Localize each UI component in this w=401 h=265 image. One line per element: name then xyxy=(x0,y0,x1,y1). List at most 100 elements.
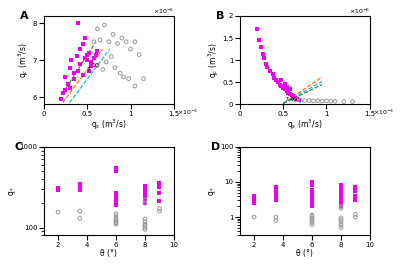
Point xyxy=(273,188,279,192)
Point xyxy=(142,222,148,226)
Point xyxy=(323,99,330,103)
Text: $\times10^{-3}$: $\times10^{-3}$ xyxy=(373,108,394,117)
Point xyxy=(269,72,276,77)
Point xyxy=(349,99,356,104)
Point xyxy=(142,185,148,189)
Point xyxy=(273,198,279,202)
Point xyxy=(58,97,64,101)
Point xyxy=(113,222,119,226)
Point xyxy=(156,191,163,196)
Point xyxy=(156,209,163,213)
Point xyxy=(94,27,101,31)
Point xyxy=(113,203,119,207)
Point xyxy=(293,98,299,102)
Point xyxy=(136,52,142,57)
Point xyxy=(82,36,89,40)
Text: B: B xyxy=(216,11,225,21)
Point xyxy=(75,69,81,73)
Point xyxy=(251,194,257,198)
Point xyxy=(84,58,90,62)
Text: $\times10^{-6}$: $\times10^{-6}$ xyxy=(348,7,370,16)
Point xyxy=(315,99,321,103)
Point xyxy=(113,196,119,201)
Point xyxy=(338,204,344,209)
Point xyxy=(79,73,86,77)
Point xyxy=(273,194,279,198)
Point xyxy=(302,98,308,103)
Point xyxy=(119,36,125,40)
Point xyxy=(142,193,148,197)
Point xyxy=(273,191,279,195)
X-axis label: q$_s$ (m$^3$/s): q$_s$ (m$^3$/s) xyxy=(91,118,126,132)
Point xyxy=(142,201,148,205)
Point xyxy=(341,99,347,104)
Y-axis label: q$_c$ (m$^3$/s): q$_c$ (m$^3$/s) xyxy=(17,42,31,78)
Point xyxy=(77,182,83,186)
Point xyxy=(251,201,257,205)
Point xyxy=(309,213,315,217)
Text: $\times10^{-3}$: $\times10^{-3}$ xyxy=(176,108,198,117)
Point xyxy=(108,54,115,59)
Point xyxy=(55,188,61,192)
Point xyxy=(156,180,163,185)
Point xyxy=(77,183,83,187)
Point xyxy=(67,86,73,90)
Point xyxy=(338,206,344,210)
Point xyxy=(338,190,344,194)
Point xyxy=(77,186,83,190)
Point xyxy=(338,219,344,224)
Point xyxy=(352,212,358,217)
Point xyxy=(273,185,279,189)
Point xyxy=(309,204,315,209)
Text: D: D xyxy=(211,142,220,152)
Point xyxy=(260,51,266,56)
Point xyxy=(292,96,298,100)
Point xyxy=(352,194,358,198)
Point xyxy=(103,60,109,64)
Point xyxy=(77,188,83,192)
Point xyxy=(111,65,118,70)
Point xyxy=(114,41,121,46)
Point xyxy=(309,223,315,227)
Point xyxy=(352,189,358,193)
Point xyxy=(113,220,119,225)
Point xyxy=(93,52,99,57)
Point xyxy=(126,77,132,81)
Point xyxy=(332,99,338,103)
Point xyxy=(77,216,83,220)
Point xyxy=(285,90,292,95)
Point xyxy=(294,96,300,101)
Point xyxy=(338,217,344,222)
Text: A: A xyxy=(20,11,29,21)
Point xyxy=(55,186,61,190)
Point xyxy=(59,91,66,95)
Point xyxy=(254,27,260,31)
Point xyxy=(273,218,279,223)
Point xyxy=(328,99,334,103)
Point xyxy=(127,47,134,51)
Point xyxy=(338,204,344,209)
Point xyxy=(132,84,138,88)
Point xyxy=(85,51,92,55)
Point xyxy=(309,183,315,187)
Point xyxy=(68,58,75,62)
Point xyxy=(55,210,61,214)
Point xyxy=(113,201,119,205)
Point xyxy=(310,99,317,103)
Point xyxy=(309,217,315,222)
Point xyxy=(273,215,279,219)
Point xyxy=(97,38,103,42)
Point xyxy=(120,75,127,79)
Y-axis label: q$_*$: q$_*$ xyxy=(7,186,18,196)
Y-axis label: q$_c$ (m$^3$/s): q$_c$ (m$^3$/s) xyxy=(207,42,221,78)
Point xyxy=(55,188,61,192)
Point xyxy=(142,226,148,230)
Point xyxy=(113,216,119,220)
Point xyxy=(338,194,344,198)
Point xyxy=(113,214,119,218)
Point xyxy=(79,41,86,46)
X-axis label: θ (°): θ (°) xyxy=(296,249,313,258)
Point xyxy=(113,199,119,203)
Point xyxy=(156,206,163,211)
Point xyxy=(55,187,61,191)
